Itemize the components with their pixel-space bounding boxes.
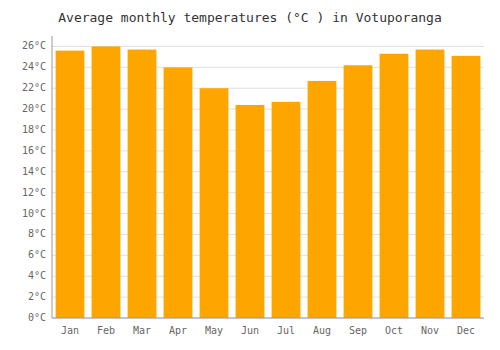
x-tick-label: Jan bbox=[61, 325, 79, 336]
y-tick-label: 20°C bbox=[22, 103, 46, 114]
bar bbox=[272, 102, 301, 318]
x-tick-label: Jul bbox=[277, 325, 295, 336]
x-tick-label: Sep bbox=[349, 325, 367, 336]
bar bbox=[56, 51, 85, 318]
x-tick-label: Apr bbox=[169, 325, 187, 336]
y-tick-label: 14°C bbox=[22, 166, 46, 177]
x-axis-line bbox=[52, 318, 484, 319]
y-tick-label: 24°C bbox=[22, 61, 46, 72]
chart: Average monthly temperatures (°C ) in Vo… bbox=[0, 0, 500, 350]
grid bbox=[52, 46, 484, 318]
y-tick-label: 2°C bbox=[28, 291, 46, 302]
bar bbox=[92, 46, 121, 318]
y-tick-label: 0°C bbox=[28, 312, 46, 323]
bar bbox=[344, 65, 373, 318]
bar bbox=[164, 67, 193, 318]
bar bbox=[380, 54, 409, 318]
bars bbox=[56, 46, 481, 318]
bar bbox=[200, 88, 229, 318]
bar bbox=[128, 50, 157, 318]
bar bbox=[452, 56, 481, 318]
x-tick-label: Jun bbox=[241, 325, 259, 336]
y-tick-label: 10°C bbox=[22, 208, 46, 219]
y-tick-label: 6°C bbox=[28, 249, 46, 260]
x-axis: Jan Feb Mar Apr May Jun Jul Aug Sep Oct Nov Dec bbox=[61, 325, 475, 336]
bar bbox=[416, 50, 445, 318]
y-tick-label: 26°C bbox=[22, 40, 46, 51]
y-tick-label: 4°C bbox=[28, 270, 46, 281]
y-axis-line bbox=[52, 36, 53, 318]
y-tick-label: 18°C bbox=[22, 124, 46, 135]
y-tick-label: 16°C bbox=[22, 145, 46, 156]
page: {"chart_data": {"type": "bar", "title": … bbox=[0, 0, 500, 350]
bar bbox=[308, 81, 337, 318]
y-axis: 0°C 2°C 4°C 6°C 8°C 10°C 12°C 14°C 16°C 18°C 20°C 2… bbox=[22, 40, 46, 323]
grid-line bbox=[52, 318, 484, 319]
y-tick-label: 8°C bbox=[28, 228, 46, 239]
x-tick-label: May bbox=[205, 325, 223, 336]
x-tick-label: Oct bbox=[385, 325, 403, 336]
y-tick-label: 22°C bbox=[22, 82, 46, 93]
y-tick-label: 12°C bbox=[22, 187, 46, 198]
title: Average monthly temperatures (°C ) in Vo… bbox=[58, 10, 442, 25]
x-tick-label: Dec bbox=[457, 325, 475, 336]
x-tick-label: Aug bbox=[313, 325, 331, 336]
x-tick-label: Feb bbox=[97, 325, 115, 336]
x-tick-label: Mar bbox=[133, 325, 151, 336]
x-tick-label: Nov bbox=[421, 325, 439, 336]
bar bbox=[236, 105, 265, 318]
